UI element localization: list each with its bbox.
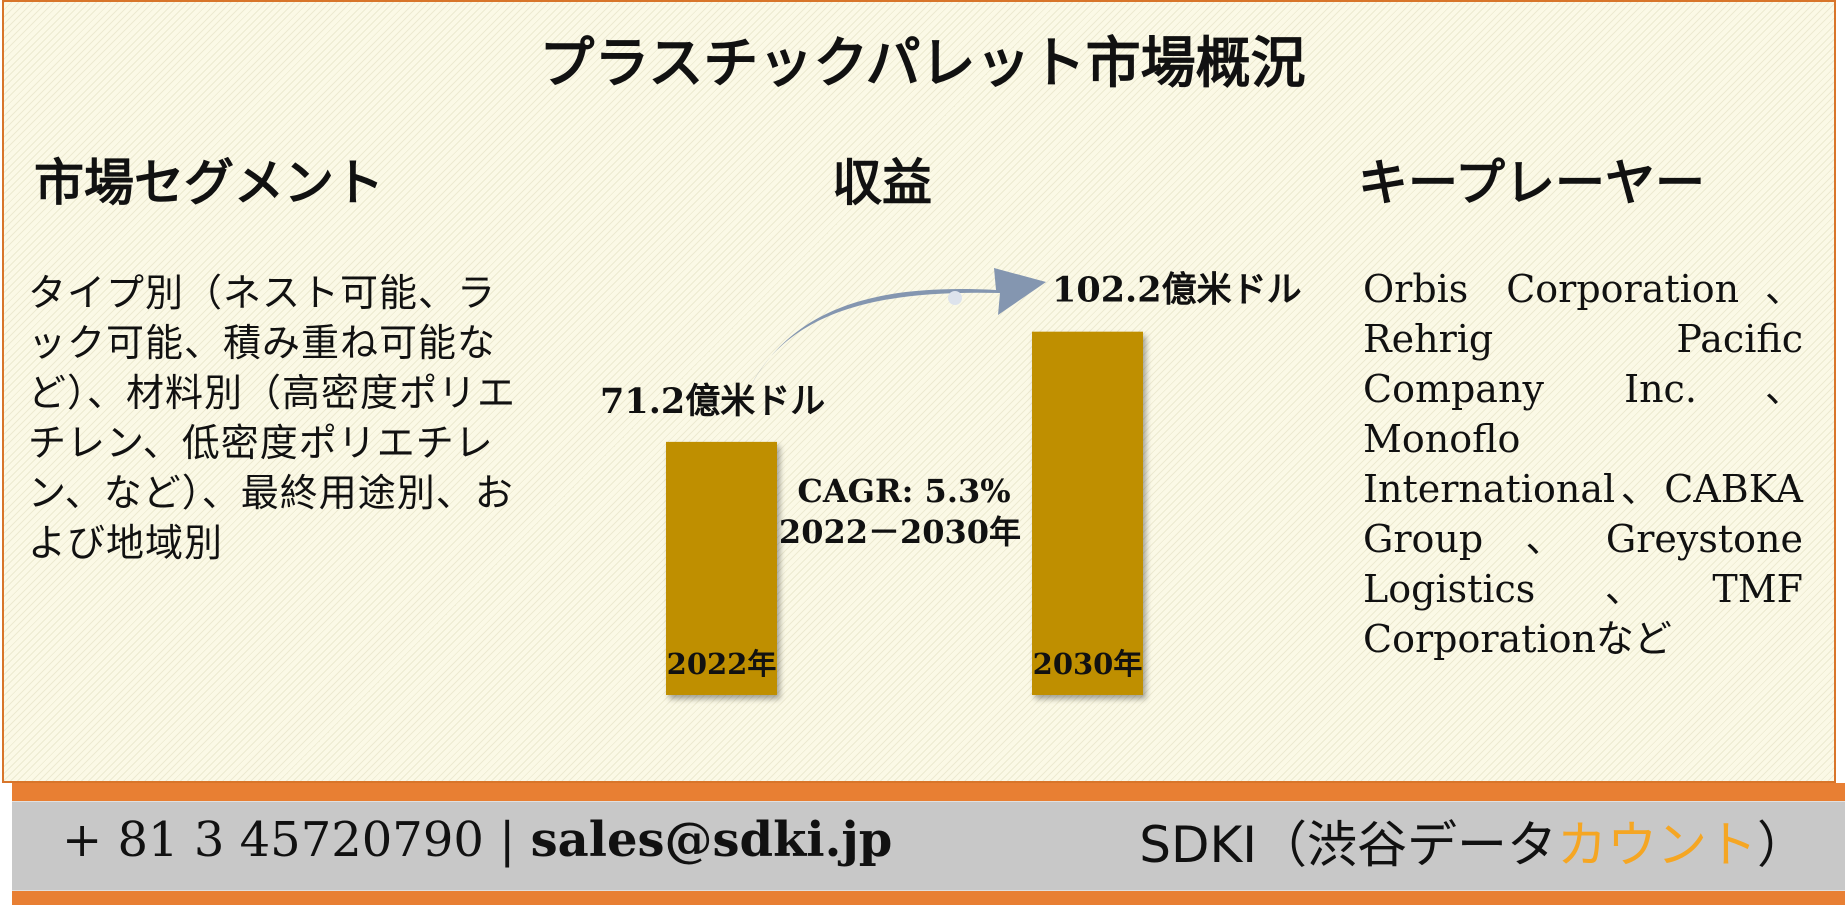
brand-end: ） [1757,816,1807,874]
players-text: Orbis Corporation、Rehrig Pacific Company… [1363,267,1803,661]
page-title: プラスチックパレット市場概況 [539,30,1306,95]
arrow-dot [948,291,962,305]
revenue-chart: 2022年 71.2億米ドル 2030年 102.2億米ドル CAGR: 5.3% 2… [600,268,1302,695]
bar-2022年 [666,441,777,695]
category-label: 2022年 [667,647,777,681]
revenue-heading: 収益 [832,153,932,212]
segments-heading: 市場セグメント [34,153,384,212]
cagr-period-label: 2022－2030年 [779,513,1021,551]
brand-name: SDKI（渋谷データカウント） [1139,805,1807,877]
overview-panel [2,0,1836,783]
bar-2030年 [1032,331,1143,695]
phone-number: + 81 3 45720790 | [62,812,531,868]
brand-main: SDKI（渋谷データ [1139,816,1557,874]
value-label: 71.2億米ドル [600,381,825,422]
footer-inner [12,801,1845,891]
contact-info: + 81 3 45720790 | sales@sdki.jp [62,812,892,868]
brand-accent: カウント [1557,816,1757,874]
value-label: 102.2億米ドル [1052,270,1302,311]
segments-text: タイプ別（ネスト可能、ラック可能、積み重ね可能など）、材料別（高密度ポリエチレン… [28,271,517,565]
growth-arrow [750,268,1046,387]
email-address: sales@sdki.jp [530,812,893,868]
players-heading: キープレーヤー [1358,153,1705,212]
cagr-label: CAGR: 5.3% [797,472,1010,510]
category-label: 2030年 [1033,647,1143,681]
